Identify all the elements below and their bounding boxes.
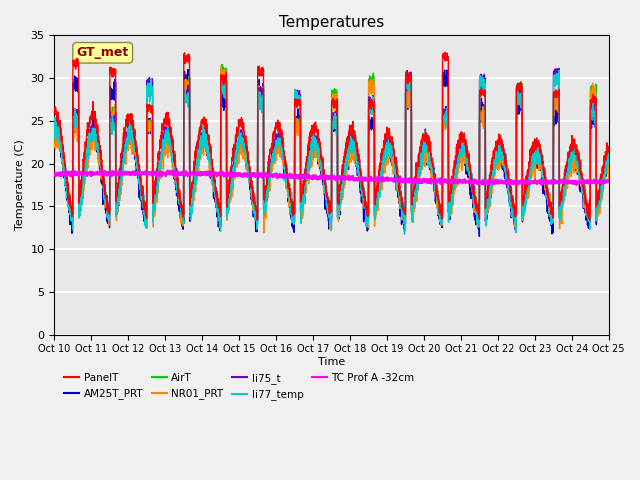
Title: Temperatures: Temperatures (279, 15, 384, 30)
X-axis label: Time: Time (318, 357, 345, 367)
Y-axis label: Temperature (C): Temperature (C) (15, 140, 25, 230)
Text: GT_met: GT_met (77, 46, 129, 60)
Legend: PanelT, AM25T_PRT, AirT, NR01_PRT, li75_t, li77_temp, TC Prof A -32cm: PanelT, AM25T_PRT, AirT, NR01_PRT, li75_… (60, 369, 419, 404)
